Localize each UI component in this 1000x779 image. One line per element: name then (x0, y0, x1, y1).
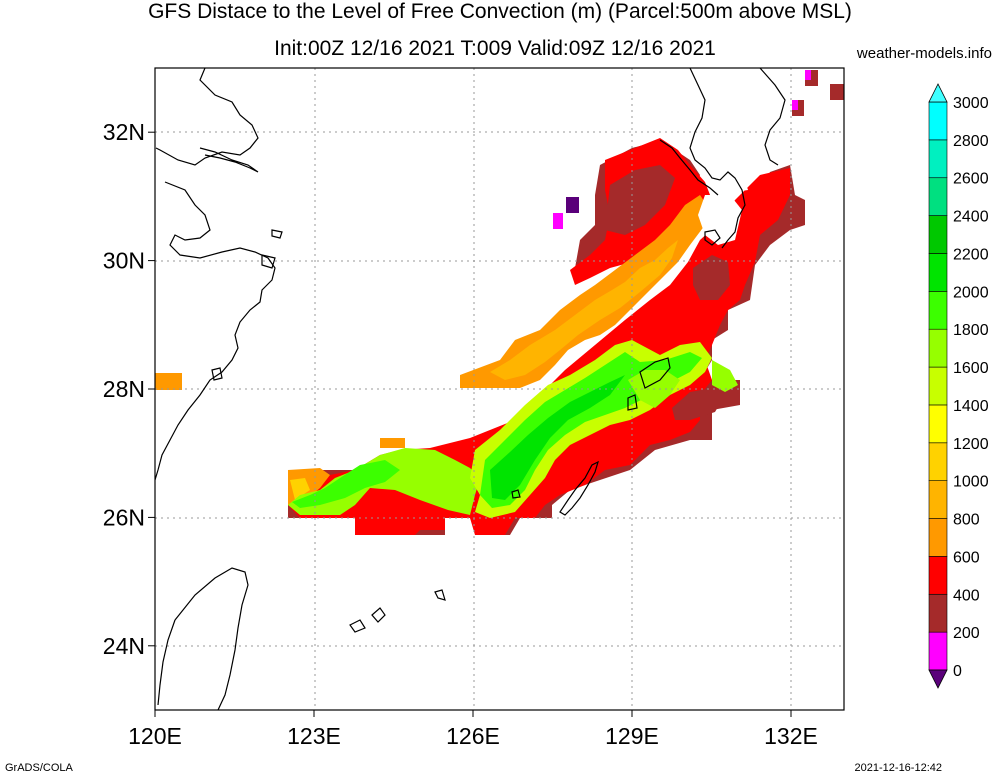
island-okinawa (559, 460, 599, 516)
field-patch-brown (693, 255, 730, 300)
field-cell-magenta (553, 213, 563, 229)
colorbar-label: 600 (953, 549, 980, 566)
title-line-1: GFS Distace to the Level of Free Convect… (148, 0, 852, 23)
colorbar-label: 1000 (953, 474, 989, 491)
colorbar-segment (928, 631, 948, 671)
field-patch-brown (672, 388, 725, 420)
colorbar-segment (928, 556, 948, 595)
field-band-200-400 (288, 165, 805, 535)
coastline-kyushu (659, 68, 746, 249)
colorbar-label: 3000 (953, 95, 989, 112)
island-small (511, 489, 521, 499)
lat-tick-label: 28N (103, 376, 145, 402)
field-band-1800-2000 (712, 360, 738, 392)
coastline-taiwan (157, 567, 249, 710)
colorbar-segment (928, 139, 948, 179)
coastline-honshu (759, 68, 786, 166)
lon-tick-label: 132E (764, 723, 818, 749)
island-amami (639, 357, 671, 389)
colorbar-segment (928, 404, 948, 444)
lat-tick-label: 30N (103, 248, 145, 274)
coastline-changjiang (199, 147, 259, 173)
clear-area (698, 195, 742, 245)
island-small (211, 367, 223, 381)
axis-ticks: 120E 123E 126E 129E 132E 24N 26N 28N 30N 32N (103, 119, 818, 749)
lon-tick-label: 126E (446, 723, 500, 749)
colorbar-label: 1800 (953, 322, 989, 339)
footer-timestamp: 2021-12-16-12:42 (854, 762, 942, 774)
colorbar-segment (928, 291, 948, 330)
colorbar: 0 200 400 600 800 1000 1200 1400 1600 1800 2000 220… (928, 83, 989, 689)
colorbar-label: 0 (953, 663, 962, 680)
colorbar-label: 200 (953, 625, 980, 642)
field-layer (155, 70, 844, 535)
field-band-2000-2200 (292, 460, 400, 508)
field-cell-magenta (792, 100, 798, 110)
field-cell-brown (830, 84, 844, 100)
title-line-2: Init:00Z 12/16 2021 T:009 Valid:09Z 12/1… (274, 37, 716, 60)
gridlines (155, 68, 844, 710)
colorbar-label: 2400 (953, 209, 989, 226)
island-small (271, 229, 283, 239)
colorbar-label: 1200 (953, 436, 989, 453)
colorbar-segment (928, 480, 948, 519)
colorbar-label: 2200 (953, 246, 989, 263)
island-small (627, 394, 638, 411)
field-cell-purple (566, 197, 579, 213)
colorbar-extend-above (928, 83, 948, 103)
island-miyako (349, 607, 386, 633)
lon-tick-label: 123E (287, 723, 341, 749)
field-band-1000-1200 (490, 240, 678, 380)
field-band-2200-2400 (490, 375, 625, 500)
field-cell-magenta (805, 70, 811, 80)
lat-tick-label: 26N (103, 504, 145, 530)
island-small (434, 589, 446, 601)
colorbar-label: 2000 (953, 284, 989, 301)
field-band-1000-1200 (290, 478, 310, 500)
colorbar-segment (928, 366, 948, 406)
colorbar-segment (928, 215, 948, 254)
clear-area (722, 172, 748, 192)
island-small (261, 254, 276, 269)
colorbar-label: 2600 (953, 171, 989, 188)
colorbar-segment (928, 593, 948, 633)
lat-tick-label: 24N (103, 633, 145, 659)
lon-tick-label: 120E (128, 723, 182, 749)
field-band-600-1000 (460, 195, 710, 388)
coastlines (155, 68, 786, 710)
colorbar-label: 2800 (953, 133, 989, 150)
field-patch-brown (605, 165, 675, 235)
colorbar-segment (928, 442, 948, 481)
colorbar-label: 800 (953, 512, 980, 529)
colorbar-segment (928, 518, 948, 557)
field-band-600-1000 (380, 438, 405, 448)
coastline-china (155, 68, 276, 481)
lon-tick-label: 129E (605, 723, 659, 749)
colorbar-segment (928, 177, 948, 216)
colorbar-label: 1400 (953, 398, 989, 415)
colorbar-segment (928, 101, 948, 141)
footer-software-label: GrADS/COLA (5, 762, 73, 774)
cleared-areas (698, 172, 748, 245)
field-band-600-1000 (155, 373, 182, 390)
colorbar-label: 400 (953, 587, 980, 604)
colorbar-label: 1600 (953, 360, 989, 377)
lat-tick-label: 32N (103, 119, 145, 145)
colorbar-extend-below (928, 669, 948, 689)
colorbar-segment (928, 253, 948, 292)
colorbar-segment (928, 328, 948, 368)
island-tanegashima (704, 229, 721, 246)
credit-label: weather-models.info (856, 45, 992, 62)
